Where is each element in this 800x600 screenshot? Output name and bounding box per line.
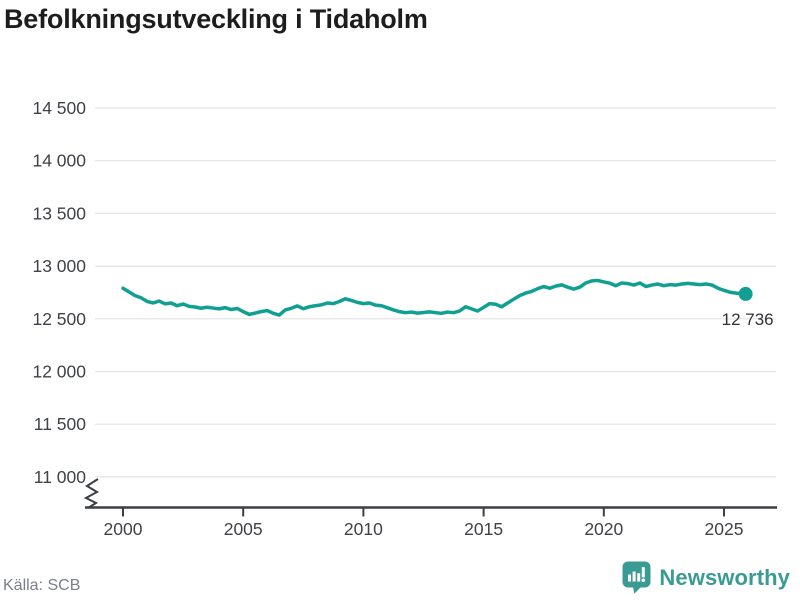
ytick-label-13500: 13 500	[32, 203, 86, 223]
xtick-label-2010: 2010	[344, 519, 383, 539]
population-line-series	[121, 278, 748, 317]
ytick-label-14000: 14 000	[32, 151, 86, 171]
axis-break-squiggle	[83, 478, 100, 509]
latest-value-dot	[738, 286, 753, 301]
ytick-label-14500: 14 500	[32, 98, 86, 118]
newsworthy-bar-chart-bubble-icon	[622, 561, 651, 594]
population-line-chart: 14 500 14 000 13 500 13 000 12 500 12 000 11 5…	[32, 98, 777, 539]
newsworthy-logo-link[interactable]: Newsworthy	[622, 561, 790, 594]
newsworthy-wordmark: Newsworthy	[659, 564, 790, 590]
latest-value-label: 12 736	[722, 310, 774, 329]
ytick-label-11500: 11 500	[34, 414, 86, 434]
xtick-label-2005: 2005	[224, 519, 263, 539]
xtick-label-2025: 2025	[705, 519, 744, 539]
xtick-label-2015: 2015	[464, 519, 503, 539]
ytick-label-12500: 12 500	[32, 309, 86, 329]
chart-footer: Källa: SCB Newsworthy	[0, 561, 800, 594]
xtick-label-2000: 2000	[104, 519, 143, 539]
chart-title: Befolkningsutveckling i Tidaholm	[4, 4, 428, 34]
ytick-label-11000: 11 000	[34, 467, 86, 487]
source-label: Källa: SCB	[3, 577, 81, 594]
ytick-label-12000: 12 000	[32, 362, 86, 382]
xtick-label-2020: 2020	[584, 519, 623, 539]
ytick-label-13000: 13 000	[32, 256, 86, 276]
